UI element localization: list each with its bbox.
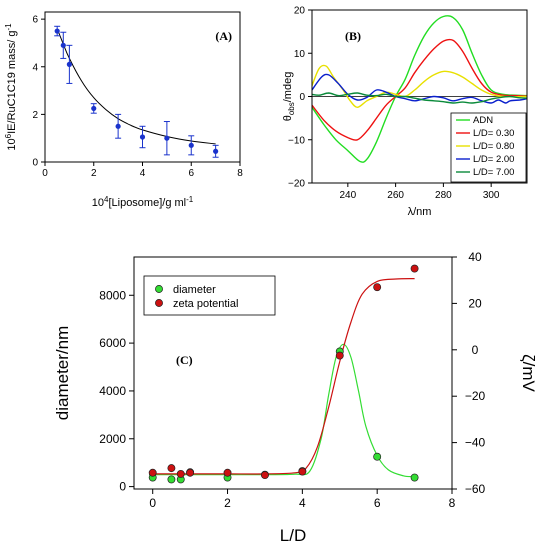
panel-b-x-tick-label: 260 xyxy=(387,190,404,201)
panel-c-right-tick-label: −40 xyxy=(465,436,486,450)
panel-a-y-tick-label: 0 xyxy=(32,158,38,169)
panel-b-series-line xyxy=(312,38,527,141)
panel-a-x-tick-label: 2 xyxy=(91,168,97,179)
panel-c-x-tick-label: 0 xyxy=(149,496,156,510)
panel-c-left-tick-label: 6000 xyxy=(99,336,126,350)
panel-a-x-tick-label: 6 xyxy=(188,168,194,179)
panel-b-y-label: θobs/mdeg xyxy=(282,72,296,122)
panel-c-point xyxy=(410,473,419,482)
panel-c-point xyxy=(148,468,157,477)
panel-a-y-tick-label: 6 xyxy=(32,15,38,26)
panel-b-legend-label: L/D= 2.00 xyxy=(473,154,514,165)
panel-c-legend-label: diameter xyxy=(173,284,216,296)
panel-a-x-tick-label: 0 xyxy=(42,168,48,179)
panel-a-fit-curve xyxy=(56,28,216,145)
panel-a-y-tick-label: 4 xyxy=(32,62,38,73)
panel-c-left-tick-label: 0 xyxy=(119,480,126,494)
panel-c-x-tick-label: 6 xyxy=(374,496,381,510)
panel-a-point xyxy=(60,42,66,48)
panel-a-y-tick-label: 2 xyxy=(32,110,38,121)
panel-c-point xyxy=(373,452,382,461)
panel-b-legend-label: L/D= 0.30 xyxy=(473,128,514,139)
panel-a-point xyxy=(91,105,97,112)
panel-b-chart: 240 260 280 300 −20 −10 0 10 20 (B) λ/nm θobs/mdeg A… xyxy=(282,6,528,218)
panel-c-tag: (C) xyxy=(176,353,193,367)
panel-b-x-tick-label: 240 xyxy=(339,190,356,201)
panel-c-right-label: ζ/mV xyxy=(519,354,538,392)
panel-c-x-label: L/D xyxy=(280,526,306,545)
panel-a-tag: (A) xyxy=(215,29,232,43)
panel-b-x-tick-label: 300 xyxy=(483,190,500,201)
panel-a-x-label: 104[Liposome]/g ml-1 xyxy=(92,195,194,209)
panel-c-point xyxy=(176,469,185,478)
panel-c-point xyxy=(186,468,195,477)
panel-b-x-tick-label: 280 xyxy=(435,190,452,201)
panel-c-frame xyxy=(133,256,453,490)
panel-b-series-line xyxy=(312,92,527,104)
panel-b-legend-label: L/D= 7.00 xyxy=(473,167,514,178)
panel-b-legend: ADN L/D= 0.30 L/D= 0.80 L/D= 2.00 L/D= 7.00 xyxy=(450,112,527,183)
panel-a-y-label: 106IE/RuC1C19 mass/ g-1 xyxy=(4,23,18,151)
panel-a-point xyxy=(66,61,72,67)
panel-b-y-tick-label: 0 xyxy=(299,92,305,103)
panel-a-point xyxy=(139,134,146,140)
panel-a-point xyxy=(54,28,60,34)
panel-c-point xyxy=(167,475,176,484)
panel-b-y-tick-label: −10 xyxy=(288,135,305,146)
panel-c-left-tick-label: 2000 xyxy=(99,432,126,446)
panel-a-x-tick-label: 8 xyxy=(237,168,243,179)
panel-a-x-tick-label: 4 xyxy=(140,168,146,179)
panel-c-left-tick-label: 4000 xyxy=(99,384,126,398)
panel-c-right-tick-label: 40 xyxy=(468,250,482,264)
panel-c-chart: 0 2 4 6 8 0 2000 4000 6000 8000 −60 −40 −20 0 20 40 (C) L… xyxy=(53,250,538,545)
panel-b-legend-label: ADN xyxy=(473,115,493,126)
panel-b-x-label: λ/nm xyxy=(408,206,432,218)
panel-b-series-line xyxy=(312,15,527,163)
panel-c-legend-box xyxy=(143,275,276,316)
panel-c-legend-marker xyxy=(155,299,163,307)
panel-c-x-tick-label: 8 xyxy=(449,496,456,510)
panel-c-right-tick-label: −20 xyxy=(465,389,486,403)
panel-c-legend-marker xyxy=(155,285,163,293)
panel-a-chart: 0 2 4 6 8 0 2 4 6 (A) 104[Liposome]/g ml-1 106IE/Ru… xyxy=(4,11,243,209)
panel-b-tag: (B) xyxy=(345,29,361,43)
panel-c-x-tick-label: 4 xyxy=(299,496,306,510)
panel-b-y-tick-label: −20 xyxy=(288,179,305,190)
panel-c-point xyxy=(223,468,232,477)
panel-c-right-tick-label: −60 xyxy=(465,482,486,496)
panel-b-legend-box xyxy=(450,112,527,183)
panel-c-legend-label: zeta potential xyxy=(173,298,238,310)
panel-b-y-tick-label: 20 xyxy=(294,6,306,17)
panel-c-right-tick-label: 20 xyxy=(468,296,482,310)
panel-a-point xyxy=(164,135,170,141)
panel-b-legend-label: L/D= 0.80 xyxy=(473,141,514,152)
panel-c-right-tick-label: 0 xyxy=(472,343,479,357)
panel-c-legend: diameter zeta potential xyxy=(143,275,276,316)
panel-a-point xyxy=(213,148,219,154)
panel-c-fit-curve xyxy=(149,343,415,478)
panel-c-left-label: diameter/nm xyxy=(53,326,72,420)
panel-c-point xyxy=(335,351,344,360)
panel-c-left-tick-label: 8000 xyxy=(99,288,126,302)
panel-c-point xyxy=(298,467,307,476)
panel-c-x-tick-label: 2 xyxy=(224,496,231,510)
panel-b-y-tick-label: 10 xyxy=(294,49,306,60)
panel-a-point xyxy=(188,142,194,148)
panel-c-point xyxy=(260,471,269,480)
panel-c-point xyxy=(410,264,419,273)
panel-c-point xyxy=(167,464,176,473)
panel-a-point xyxy=(115,123,121,129)
panel-c-point xyxy=(373,283,382,292)
